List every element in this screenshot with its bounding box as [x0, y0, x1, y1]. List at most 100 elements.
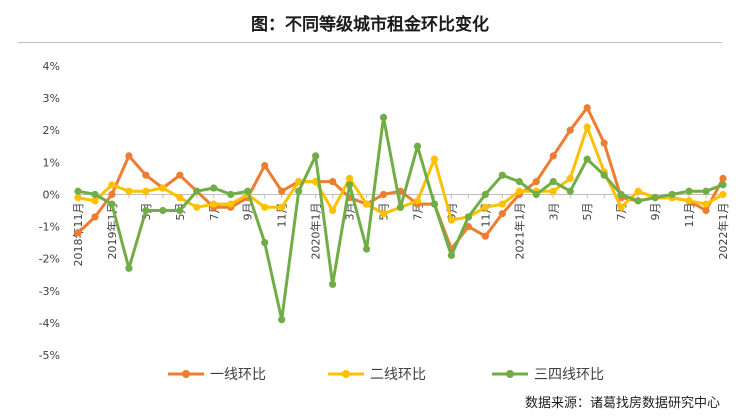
data-point	[481, 190, 489, 199]
data-point	[617, 203, 625, 211]
data-point	[617, 190, 625, 199]
data-point	[159, 184, 167, 192]
legend-label: 三四线环比	[534, 367, 604, 383]
x-tick-label: 9月	[649, 202, 662, 220]
data-point	[74, 194, 82, 202]
data-point	[583, 123, 591, 131]
data-point	[532, 190, 540, 199]
y-tick-label: -1%	[39, 221, 60, 234]
data-point	[600, 171, 608, 179]
data-source: 数据来源：诸葛找房数据研究中心	[524, 396, 720, 411]
data-point	[464, 222, 472, 231]
x-tick-label: 7月	[411, 202, 424, 220]
data-point	[193, 187, 201, 195]
data-point	[108, 200, 116, 208]
x-tick-label: 2022年1月	[716, 202, 730, 259]
data-point	[125, 187, 133, 195]
data-point	[566, 174, 574, 182]
data-point	[227, 190, 235, 199]
data-point	[91, 190, 99, 199]
data-point	[515, 187, 523, 195]
series-line	[76, 106, 725, 251]
data-point	[261, 203, 269, 211]
data-point	[413, 197, 422, 205]
data-point	[278, 187, 286, 195]
data-point	[74, 229, 82, 237]
legend-label: 一线环比	[210, 367, 266, 383]
chart-title: 图：不同等级城市租金环比变化	[251, 15, 489, 35]
data-point	[278, 316, 286, 324]
data-point	[125, 152, 133, 160]
data-point	[668, 190, 676, 199]
x-tick-label: 2021年1月	[512, 202, 526, 259]
y-tick-label: 4%	[43, 60, 60, 73]
data-point	[142, 206, 150, 215]
data-point	[430, 155, 439, 163]
data-point	[566, 126, 574, 134]
data-point	[295, 178, 303, 186]
data-point	[345, 181, 354, 189]
data-point	[329, 178, 337, 186]
legend-swatch-marker	[182, 370, 190, 378]
data-point	[685, 187, 693, 195]
legend-swatch-marker	[506, 370, 514, 378]
data-point	[142, 171, 150, 179]
y-tick-label: -3%	[39, 285, 60, 298]
data-point	[634, 187, 642, 195]
data-point	[74, 187, 82, 195]
data-point	[702, 200, 710, 208]
data-point	[481, 203, 489, 211]
data-point	[193, 203, 201, 211]
x-tick-label: 2019年1月	[105, 202, 119, 259]
data-point	[244, 187, 252, 195]
y-tick-label: 0%	[43, 188, 60, 201]
x-tick-label: 5月	[581, 202, 594, 220]
data-point	[91, 213, 99, 221]
data-point	[176, 194, 184, 202]
data-point	[142, 187, 150, 195]
data-point	[498, 171, 506, 179]
data-point	[176, 206, 184, 215]
x-tick-label: 11月	[683, 202, 696, 227]
data-point	[464, 213, 472, 221]
data-point	[549, 187, 557, 195]
data-point	[532, 178, 540, 186]
data-point	[278, 203, 286, 211]
data-point	[108, 190, 116, 199]
data-point	[498, 210, 506, 218]
data-point	[719, 174, 727, 182]
legend-label: 二线环比	[370, 367, 426, 383]
y-tick-label: -4%	[39, 317, 60, 330]
data-point	[702, 206, 710, 215]
data-point	[447, 251, 456, 260]
y-tick-label: 2%	[43, 124, 60, 137]
data-point	[651, 194, 659, 202]
data-point	[481, 232, 489, 240]
data-point	[91, 197, 99, 205]
data-point	[634, 197, 642, 205]
data-point	[583, 155, 591, 163]
data-point	[549, 152, 557, 160]
data-point	[396, 203, 405, 211]
data-point	[702, 187, 710, 195]
data-point	[227, 200, 235, 208]
data-point	[583, 104, 591, 112]
data-point	[329, 280, 337, 288]
data-point	[566, 187, 574, 195]
data-point	[362, 200, 371, 208]
legend-swatch-marker	[342, 370, 350, 378]
data-point	[362, 245, 371, 253]
x-tick-label: 2020年1月	[309, 202, 323, 259]
data-point	[379, 113, 388, 121]
data-point	[329, 206, 337, 215]
data-point	[108, 181, 116, 189]
y-tick-label: -5%	[39, 349, 60, 362]
data-point	[430, 200, 439, 208]
data-point	[261, 161, 269, 170]
data-point	[498, 200, 506, 208]
data-point	[719, 190, 727, 199]
y-tick-label: 3%	[43, 92, 60, 105]
data-point	[312, 152, 320, 160]
